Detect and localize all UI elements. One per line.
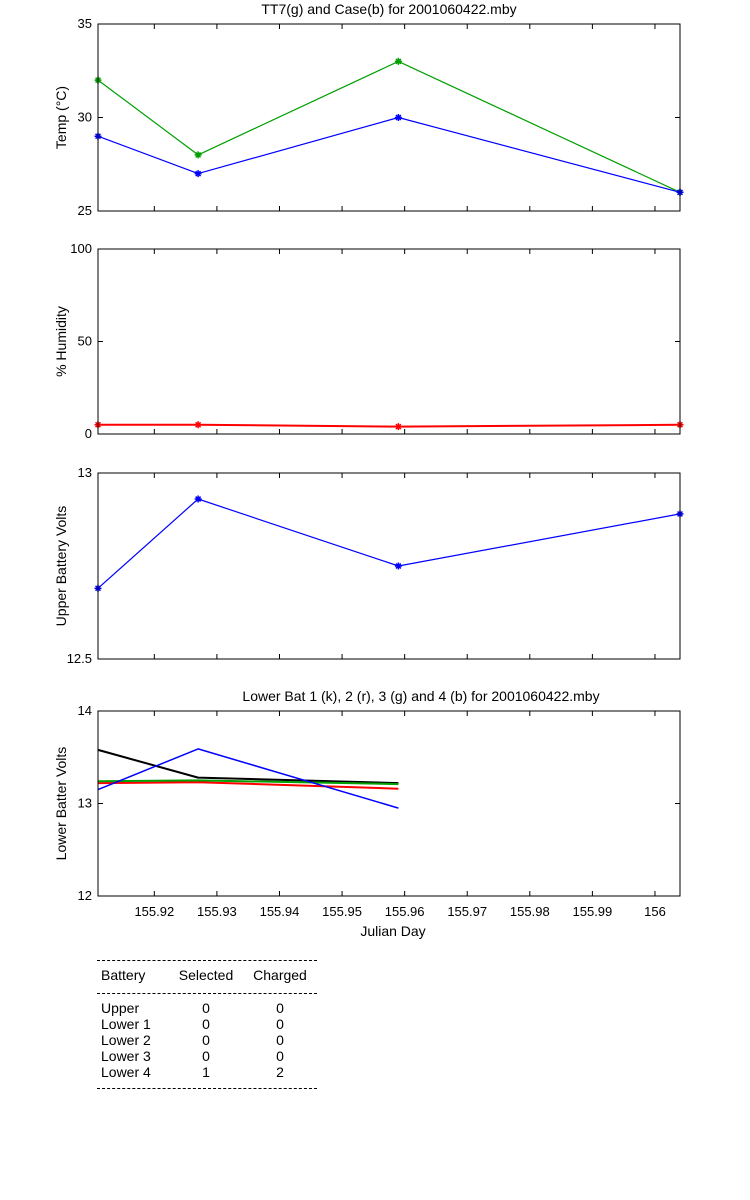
charged-value: 0	[276, 1032, 284, 1048]
table-row: Lower 4 1 2	[97, 1064, 317, 1080]
data-point-marker	[394, 114, 402, 121]
axes-frame	[97, 472, 681, 660]
battery-table: Battery Selected Charged Upper 0 0 Lower…	[97, 960, 317, 1089]
header-charged: Charged	[253, 967, 307, 983]
x-tick-label: 155.92	[134, 904, 174, 919]
data-point-marker	[394, 423, 402, 431]
data-point-marker	[194, 421, 202, 429]
table-row: Upper 0 0	[97, 1000, 317, 1016]
axes-frame	[97, 710, 681, 897]
x-axis-label: Julian Day	[360, 923, 425, 939]
battery-name: Upper	[101, 1000, 140, 1016]
y-axis-label: Temp (°C)	[53, 86, 69, 149]
data-point-marker	[194, 495, 202, 503]
charged-value: 0	[276, 1000, 284, 1016]
selected-value: 0	[202, 1032, 210, 1048]
y-tick-label: 50	[78, 334, 92, 349]
x-tick-label: 155.98	[510, 904, 550, 919]
table-header-row: Battery Selected Charged	[97, 961, 317, 993]
y-tick-label: 35	[78, 16, 92, 31]
x-tick-label: 155.99	[573, 904, 613, 919]
chart-panel-2: 0 50 100 % Humidity	[53, 241, 684, 441]
battery-name: Lower 4	[101, 1064, 151, 1080]
x-tick-label: 155.96	[385, 904, 425, 919]
data-point-marker	[394, 57, 402, 65]
y-tick-label: 13	[78, 465, 92, 480]
x-tick-label: 156	[644, 904, 666, 919]
charged-value: 0	[276, 1048, 284, 1064]
y-axis-label: Upper Battery Volts	[53, 506, 69, 627]
selected-value: 0	[202, 1048, 210, 1064]
x-tick-label: 155.93	[197, 904, 237, 919]
chart-title: Lower Bat 1 (k), 2 (r), 3 (g) and 4 (b) …	[242, 688, 599, 704]
charged-value: 2	[276, 1064, 284, 1080]
y-tick-label: 0	[85, 426, 92, 441]
chart-panel-4: 12 13 14 155.92 155.93 155.94 155.95 155.96 155.…	[53, 688, 681, 939]
x-tick-label: 155.94	[260, 904, 300, 919]
charged-value: 0	[276, 1016, 284, 1032]
chart-panel-1: 25 30 35 TT7(g) and Case(b) for 2001060422.…	[53, 1, 684, 218]
battery-name: Lower 3	[101, 1048, 151, 1064]
series-line-2	[97, 781, 399, 790]
y-tick-label: 14	[78, 703, 92, 718]
series-line-1	[97, 748, 399, 785]
y-tick-label: 25	[78, 203, 92, 218]
header-battery: Battery	[101, 967, 146, 983]
table-header-rule	[97, 993, 317, 994]
selected-value: 0	[202, 1000, 210, 1016]
series-line-2	[97, 116, 681, 193]
y-axis-label: % Humidity	[53, 306, 69, 377]
data-point-marker	[394, 562, 402, 570]
table-top-rule	[97, 960, 317, 961]
series-line-3	[97, 779, 399, 786]
data-point-marker	[194, 151, 202, 159]
series-line-1	[97, 498, 681, 589]
axes-frame	[97, 23, 681, 212]
table-row: Lower 1 0 0	[97, 1016, 317, 1032]
battery-name: Lower 2	[101, 1032, 151, 1048]
chart-title: TT7(g) and Case(b) for 2001060422.mby	[261, 1, 516, 17]
axes-frame	[97, 248, 681, 435]
series-line-1	[97, 60, 681, 193]
series-line-1	[98, 423, 681, 428]
x-tick-label: 155.95	[322, 904, 362, 919]
table-bottom-rule	[97, 1088, 317, 1089]
data-point-marker	[194, 170, 202, 178]
battery-name: Lower 1	[101, 1016, 151, 1032]
table-row: Lower 3 0 0	[97, 1048, 317, 1064]
y-axis-label: Lower Batter Volts	[53, 747, 69, 861]
series-line-4	[97, 748, 399, 809]
y-tick-label: 100	[70, 241, 92, 256]
y-tick-label: 13	[78, 796, 92, 811]
y-tick-label: 12.5	[67, 651, 92, 666]
selected-value: 0	[202, 1016, 210, 1032]
y-tick-label: 30	[78, 110, 92, 125]
table-row: Lower 2 0 0	[97, 1032, 317, 1048]
x-tick-label: 155.97	[447, 904, 487, 919]
y-tick-label: 12	[78, 888, 92, 903]
chart-panel-3: 12.5 13 Upper Battery Volts	[53, 465, 684, 666]
selected-value: 1	[202, 1064, 210, 1080]
header-selected: Selected	[178, 967, 234, 983]
